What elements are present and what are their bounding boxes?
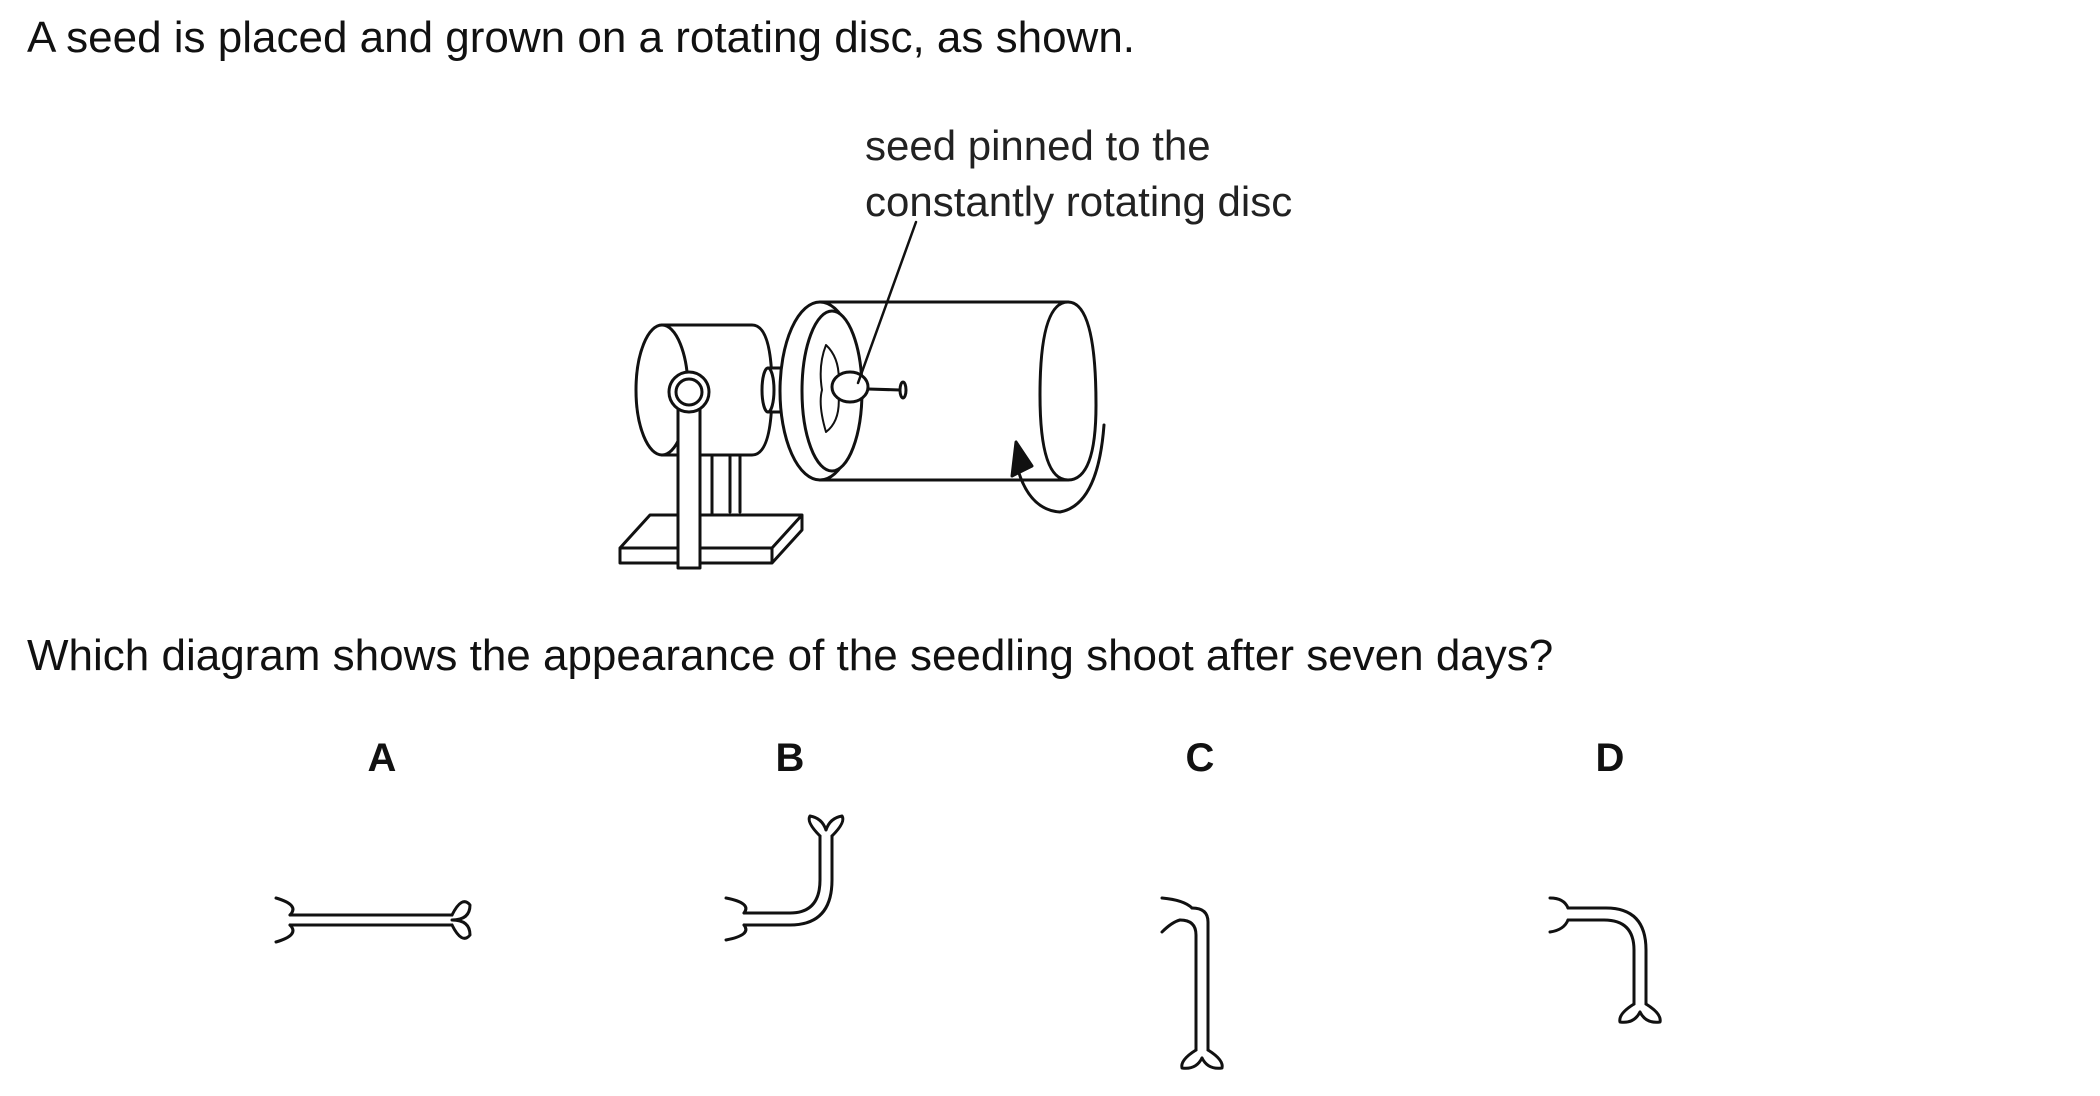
pin bbox=[866, 387, 902, 392]
option-b-seedling bbox=[724, 814, 845, 942]
rotation-arrow bbox=[1016, 423, 1106, 514]
seed bbox=[830, 370, 870, 404]
question-intro: A seed is placed and grown on a rotating… bbox=[27, 13, 1136, 62]
stand-post bbox=[676, 398, 702, 570]
callout-line-1: seed pinned to the bbox=[865, 122, 1211, 169]
option-c-seedling bbox=[1160, 896, 1224, 1070]
option-label-d: D bbox=[1595, 736, 1625, 780]
motor-support bbox=[710, 453, 742, 517]
clinostat-apparatus bbox=[618, 220, 1106, 570]
callout-leader-line bbox=[856, 220, 918, 385]
option-a-seedling bbox=[274, 896, 472, 944]
callout-line-2: constantly rotating disc bbox=[865, 178, 1293, 225]
rotation-arrowhead bbox=[1010, 440, 1034, 478]
rotating-drum bbox=[818, 300, 1098, 482]
clinostat-base bbox=[618, 513, 804, 565]
seed-callout-label: seed pinned to the constantly rotating d… bbox=[865, 118, 1292, 230]
question-prompt: Which diagram shows the appearance of th… bbox=[27, 631, 1554, 680]
option-label-a: A bbox=[367, 736, 397, 780]
option-label-b: B bbox=[775, 736, 805, 780]
option-d-seedling bbox=[1548, 896, 1662, 1024]
option-label-c: C bbox=[1185, 736, 1215, 780]
